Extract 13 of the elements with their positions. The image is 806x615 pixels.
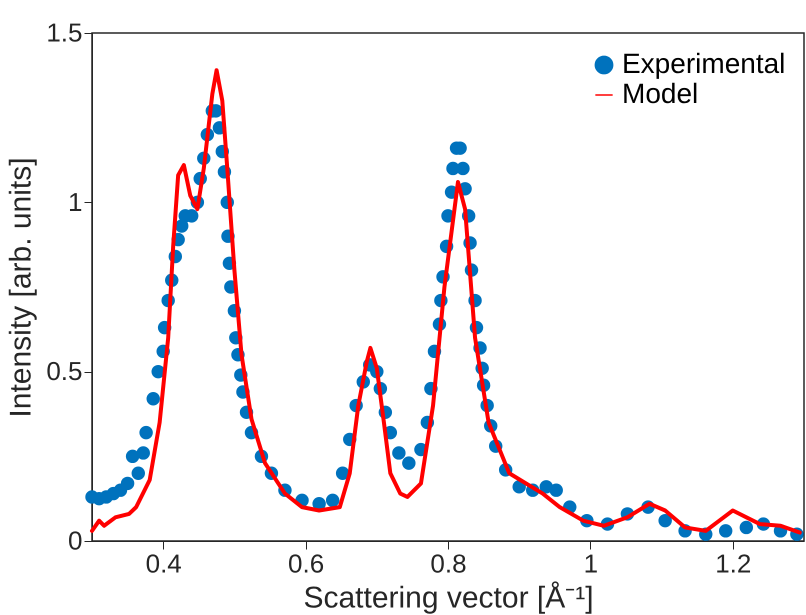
y-tick-label: 0 bbox=[68, 526, 82, 556]
x-tick-label: 0.4 bbox=[146, 548, 182, 578]
x-tick-label: 1 bbox=[584, 548, 598, 578]
x-tick-label: 1.2 bbox=[715, 548, 752, 578]
x-tick-label: 0.6 bbox=[288, 548, 324, 578]
y-tick-label: 1.5 bbox=[46, 18, 82, 48]
y-axis-title: Intensity [arb. units] bbox=[4, 157, 38, 418]
x-axis-title: Scattering vector [Å⁻¹] bbox=[303, 580, 594, 614]
y-tick-label: 0.5 bbox=[46, 356, 82, 386]
legend-label: Model bbox=[622, 78, 698, 109]
y-tick-label: 1 bbox=[68, 186, 82, 217]
legend-label: Experimental bbox=[622, 48, 786, 79]
x-tick-label: 0.8 bbox=[430, 548, 467, 578]
